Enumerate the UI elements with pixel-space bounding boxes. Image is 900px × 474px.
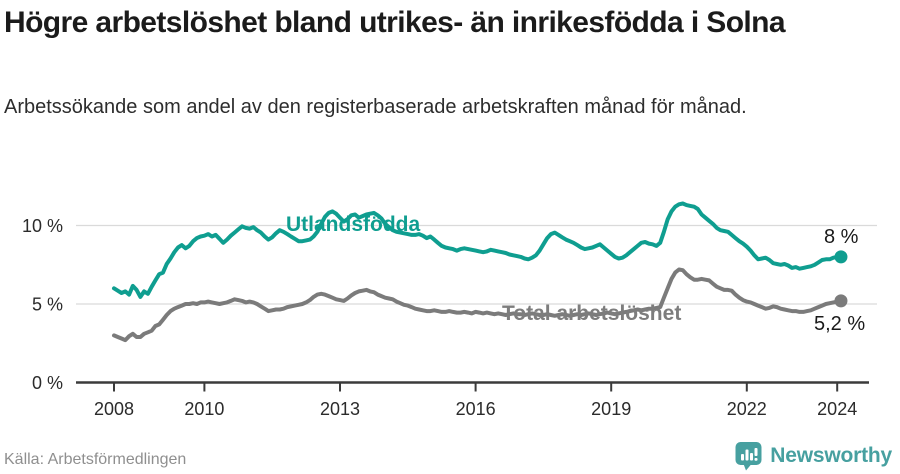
page-title: Högre arbetslöshet bland utrikes- än inr… [4, 6, 786, 39]
x-axis-tick-label: 2008 [94, 399, 134, 419]
newsworthy-wordmark: Newsworthy [770, 444, 892, 467]
series-end-dot-0 [834, 250, 848, 264]
x-axis-tick-label: 2010 [184, 399, 224, 419]
newsworthy-logo: Newsworthy [734, 441, 892, 471]
chart-subtitle: Arbetssökande som andel av den registerb… [4, 96, 747, 118]
series-end-dot-1 [834, 294, 848, 308]
series-line-0 [112, 201, 843, 299]
y-axis-tick-label: 5 % [32, 295, 63, 315]
y-axis-tick-label: 10 % [22, 216, 63, 236]
bar-chart-speech-bubble-icon [735, 442, 762, 471]
y-axis-tick-label: 0 % [32, 373, 63, 393]
series-label-utlandsfodda: Utlandsfödda [286, 213, 420, 236]
series-line-1 [112, 267, 843, 343]
x-axis-tick-label: 2019 [591, 399, 631, 419]
source-note: Källa: Arbetsförmedlingen [4, 451, 187, 468]
x-axis-tick-label: 2022 [727, 399, 767, 419]
end-value-label-total: 5,2 % [814, 313, 865, 335]
series-label-total: Total arbetslöshet [502, 302, 681, 325]
x-axis-tick-label: 2024 [817, 399, 857, 419]
x-axis-tick-label: 2016 [456, 399, 496, 419]
x-axis-tick-label: 2013 [320, 399, 360, 419]
end-value-label-utlandsfodda: 8 % [824, 226, 859, 248]
